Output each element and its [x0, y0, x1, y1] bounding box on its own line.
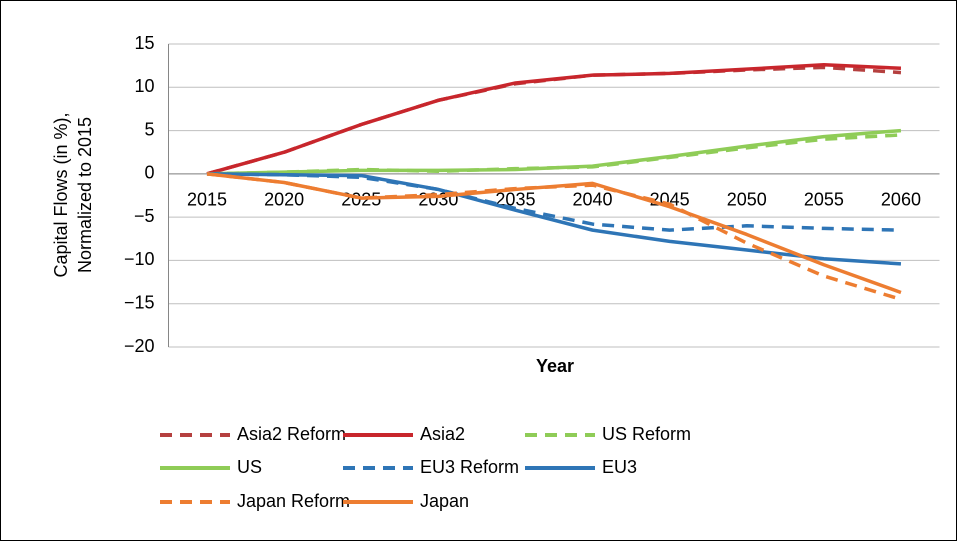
- series-line: [207, 172, 902, 266]
- y-tick-label: 10: [134, 76, 154, 96]
- x-tick-label: 2050: [727, 190, 767, 210]
- x-tick-label: 2055: [804, 190, 844, 210]
- y-axis-title-line: Capital Flows (in %),: [51, 112, 71, 277]
- x-tick-label: 2060: [881, 190, 921, 210]
- y-tick-label: −20: [124, 336, 155, 356]
- legend-label: EU3: [602, 457, 637, 477]
- y-axis-title-line: Normalized to 2015: [75, 117, 95, 273]
- y-tick-label: −10: [124, 249, 155, 269]
- legend-label: US Reform: [602, 424, 691, 444]
- x-tick-label: 2040: [573, 190, 613, 210]
- series-line: [207, 172, 901, 232]
- legend-label: Japan Reform: [237, 491, 350, 511]
- series-line: [207, 128, 902, 176]
- x-tick-label: 2020: [264, 190, 304, 210]
- series-line: [206, 172, 902, 295]
- y-tick-label: −15: [124, 292, 155, 312]
- y-axis-title: Capital Flows (in %), Normalized to 2015: [51, 112, 95, 277]
- y-tick-label: 5: [144, 119, 154, 139]
- y-tick-label: 15: [134, 33, 154, 53]
- legend-label: Asia2: [420, 424, 465, 444]
- y-tick-label: 0: [144, 163, 154, 183]
- legend-label: Japan: [420, 491, 469, 511]
- x-axis-title: Year: [536, 356, 574, 376]
- legend-label: US: [237, 457, 262, 477]
- series-line: [206, 63, 902, 176]
- y-tick-label: −5: [134, 206, 155, 226]
- x-tick-label: 2015: [187, 190, 227, 210]
- legend-label: Asia2 Reform: [237, 424, 346, 444]
- legend-label: EU3 Reform: [420, 457, 519, 477]
